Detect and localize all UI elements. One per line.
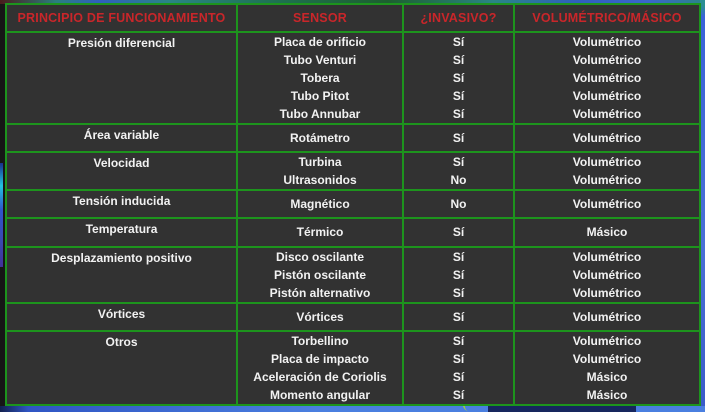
background-top-strip: [0, 0, 705, 4]
type-cell: Volumétrico: [513, 245, 700, 266]
principle-cell: Desplazamiento positivo: [6, 245, 237, 303]
table-row: Tubo Pitot Sí Volumétrico: [6, 86, 700, 105]
sensor-cell: Vórtices: [236, 301, 403, 331]
flow-sensors-table: PRINCIPIO DE FUNCIONAMIENTO SENSOR ¿INVA…: [5, 3, 701, 406]
sensor-cell: Momento angular: [236, 385, 403, 405]
sensor-cell: Tubo Annubar: [236, 104, 403, 124]
invasive-cell: Sí: [402, 349, 514, 368]
invasive-cell: Sí: [402, 329, 514, 350]
table-row: Área variable Rotámetro Sí Volumétrico: [6, 122, 700, 153]
type-cell: Volumétrico: [513, 51, 700, 70]
sensor-cell: Magnético: [236, 189, 403, 219]
column-header-volumetric-massic: VOLUMÉTRICO/MÁSICO: [513, 4, 700, 33]
sensor-cell: Disco oscilante: [236, 245, 403, 266]
table-row: Aceleración de Coriolis Sí Másico: [6, 367, 700, 386]
sensor-cell: Rotámetro: [236, 122, 403, 153]
invasive-cell: Sí: [402, 217, 514, 247]
table-row: Temperatura Térmico Sí Másico: [6, 217, 700, 247]
principle-cell: Temperatura: [6, 217, 237, 247]
table-row: Tubo Annubar Sí Volumétrico: [6, 104, 700, 124]
sensor-cell: Tubo Pitot: [236, 86, 403, 105]
type-cell: Volumétrico: [513, 283, 700, 303]
type-cell: Másico: [513, 217, 700, 247]
background-bottom-navy-segment: [488, 406, 636, 412]
type-cell: Volumétrico: [513, 30, 700, 52]
table-row: Presión diferencial Placa de orificio Sí Vo…: [6, 30, 700, 124]
sensor-cell: Placa de impacto: [236, 349, 403, 368]
invasive-cell: Sí: [402, 151, 514, 172]
table-row: Desplazamiento positivo Disco oscilante Sí…: [6, 245, 700, 303]
invasive-cell: Sí: [402, 69, 514, 87]
column-header-principle: PRINCIPIO DE FUNCIONAMIENTO: [6, 4, 237, 33]
type-cell: Volumétrico: [513, 122, 700, 153]
background-bottom-strip: [0, 406, 705, 412]
column-header-invasive: ¿INVASIVO?: [402, 4, 514, 33]
column-header-sensor: SENSOR: [236, 4, 403, 33]
type-cell: Volumétrico: [513, 329, 700, 350]
sensor-cell: Pistón oscilante: [236, 265, 403, 284]
sensor-cell: Térmico: [236, 217, 403, 247]
invasive-cell: Sí: [402, 367, 514, 386]
sensor-cell: Placa de orificio: [236, 30, 403, 52]
type-cell: Volumétrico: [513, 171, 700, 191]
sensor-cell: Tobera: [236, 69, 403, 87]
type-cell: Volumétrico: [513, 301, 700, 331]
table-row: Placa de impacto Sí Volumétrico: [6, 349, 700, 368]
invasive-cell: Sí: [402, 245, 514, 266]
sensor-cell: Aceleración de Coriolis: [236, 367, 403, 386]
type-cell: Volumétrico: [513, 189, 700, 219]
table-row: Tubo Venturi Sí Volumétrico: [6, 51, 700, 70]
principle-cell: Área variable: [6, 122, 237, 153]
table-row: Vórtices Vórtices Sí Volumétrico: [6, 301, 700, 331]
sensor-cell: Pistón alternativo: [236, 283, 403, 303]
sensor-cell: Torbellino: [236, 329, 403, 350]
invasive-cell: Sí: [402, 104, 514, 124]
sensor-cell: Tubo Venturi: [236, 51, 403, 70]
invasive-cell: No: [402, 171, 514, 191]
table-row: Tensión inducida Magnético No Volumétrico: [6, 189, 700, 219]
type-cell: Volumétrico: [513, 265, 700, 284]
sensor-cell: Turbina: [236, 151, 403, 172]
invasive-cell: Sí: [402, 301, 514, 331]
table-row: Pistón alternativo Sí Volumétrico: [6, 283, 700, 303]
principle-cell: Tensión inducida: [6, 189, 237, 219]
table-row: Velocidad Turbina Sí Volumétrico: [6, 151, 700, 191]
invasive-cell: Sí: [402, 122, 514, 153]
invasive-cell: No: [402, 189, 514, 219]
type-cell: Volumétrico: [513, 349, 700, 368]
table-row: Pistón oscilante Sí Volumétrico: [6, 265, 700, 284]
type-cell: Másico: [513, 367, 700, 386]
background-left-accent: [0, 163, 3, 267]
type-cell: Volumétrico: [513, 151, 700, 172]
table-row: Otros Torbellino Sí Volumétrico: [6, 329, 700, 405]
background-right-strip: [700, 0, 705, 412]
table-row: Momento angular Sí Másico: [6, 385, 700, 405]
table-row: Tobera Sí Volumétrico: [6, 69, 700, 87]
invasive-cell: Sí: [402, 283, 514, 303]
principle-cell: Otros: [6, 329, 237, 405]
type-cell: Másico: [513, 385, 700, 405]
principle-cell: Vórtices: [6, 301, 237, 331]
table-row: Ultrasonidos No Volumétrico: [6, 171, 700, 191]
invasive-cell: Sí: [402, 30, 514, 52]
invasive-cell: Sí: [402, 265, 514, 284]
sensor-cell: Ultrasonidos: [236, 171, 403, 191]
principle-cell: Velocidad: [6, 151, 237, 191]
invasive-cell: Sí: [402, 86, 514, 105]
principle-cell: Presión diferencial: [6, 31, 237, 124]
invasive-cell: Sí: [402, 385, 514, 405]
invasive-cell: Sí: [402, 51, 514, 70]
type-cell: Volumétrico: [513, 86, 700, 105]
type-cell: Volumétrico: [513, 104, 700, 124]
type-cell: Volumétrico: [513, 69, 700, 87]
header-row: PRINCIPIO DE FUNCIONAMIENTO SENSOR ¿INVA…: [6, 4, 700, 33]
